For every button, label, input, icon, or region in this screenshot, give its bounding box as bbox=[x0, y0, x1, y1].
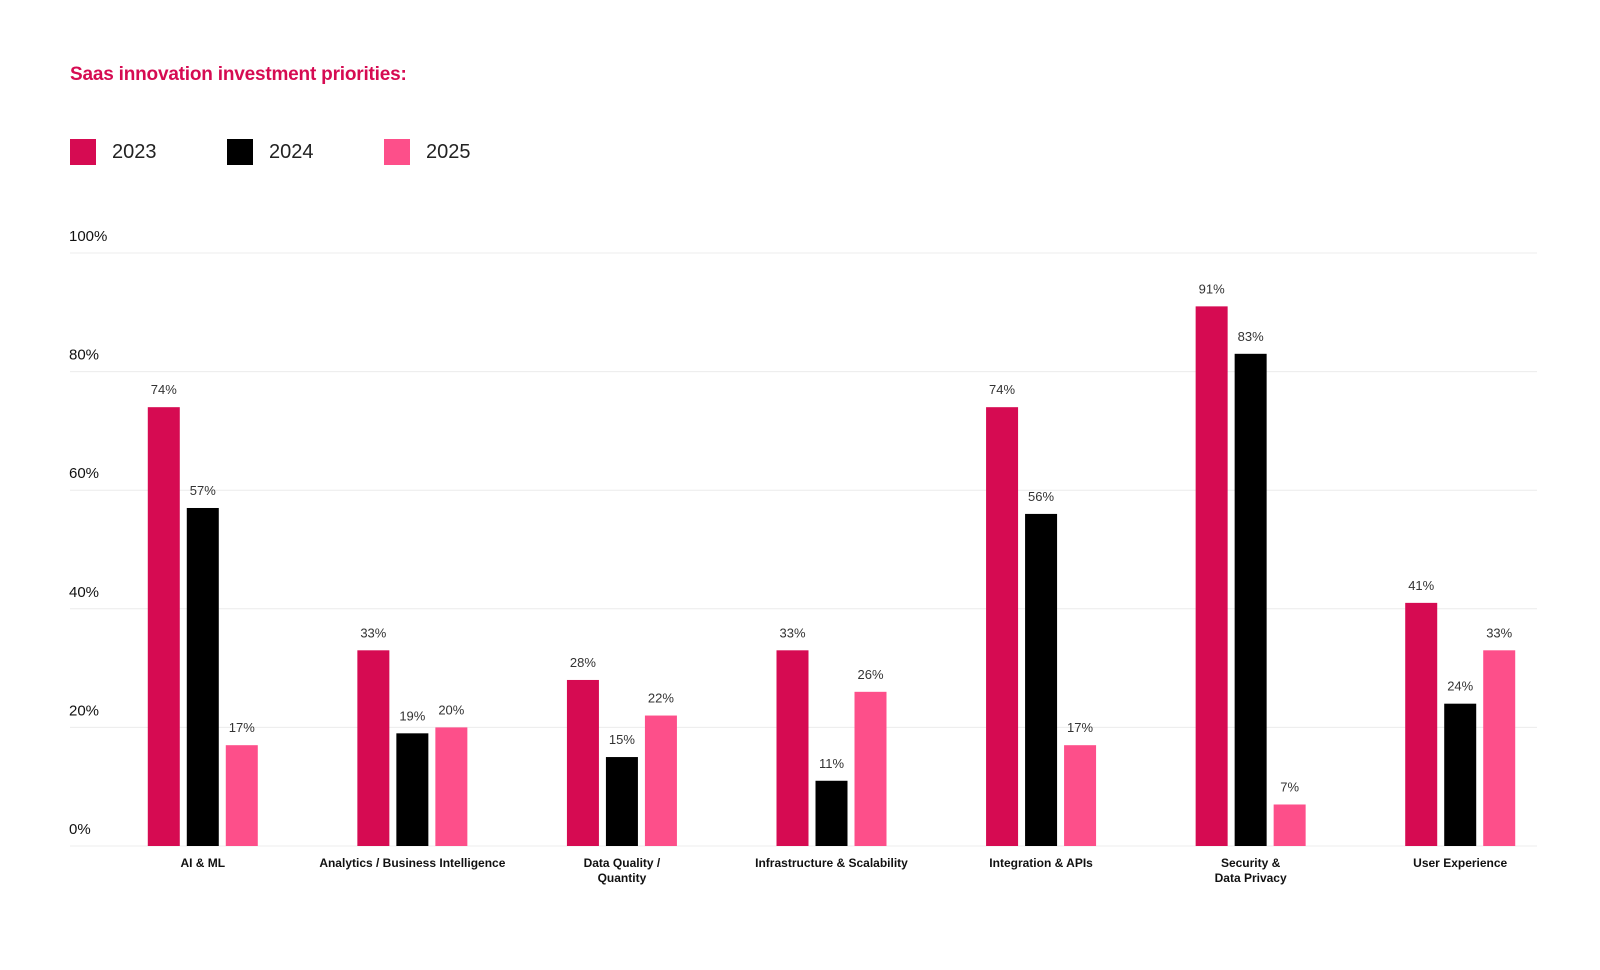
x-category-label: Data Quality / bbox=[584, 856, 661, 870]
bar bbox=[1483, 650, 1516, 846]
bar bbox=[986, 407, 1019, 846]
value-label: 83% bbox=[1238, 329, 1264, 344]
legend-swatch-2023 bbox=[70, 139, 96, 165]
value-label: 56% bbox=[1028, 489, 1054, 504]
legend-swatch-2025 bbox=[384, 139, 410, 165]
bar bbox=[1234, 353, 1267, 846]
bar bbox=[566, 679, 599, 846]
bar bbox=[854, 691, 887, 846]
bar bbox=[776, 650, 809, 846]
bar bbox=[1195, 306, 1228, 846]
legend-label-2024: 2024 bbox=[269, 141, 314, 163]
value-label: 33% bbox=[779, 625, 805, 640]
value-label: 17% bbox=[1067, 720, 1093, 735]
bar bbox=[1273, 804, 1306, 846]
x-category-label: Infrastructure & Scalability bbox=[755, 856, 908, 870]
value-label: 74% bbox=[151, 382, 177, 397]
bar bbox=[605, 757, 638, 846]
bar bbox=[1405, 602, 1438, 846]
value-label: 11% bbox=[819, 756, 844, 771]
value-label: 7% bbox=[1280, 779, 1299, 794]
y-tick-label: 80% bbox=[69, 347, 99, 364]
value-label: 33% bbox=[1486, 625, 1512, 640]
y-tick-label: 0% bbox=[69, 821, 91, 838]
value-label: 20% bbox=[438, 702, 464, 717]
x-category-label: Integration & APIs bbox=[989, 856, 1093, 870]
value-label: 28% bbox=[570, 655, 596, 670]
legend-label-2023: 2023 bbox=[112, 141, 157, 163]
value-label: 26% bbox=[857, 667, 883, 682]
bar bbox=[357, 650, 390, 846]
y-tick-label: 60% bbox=[69, 465, 99, 482]
value-label: 91% bbox=[1199, 281, 1225, 296]
value-label: 22% bbox=[648, 691, 674, 706]
x-category-label: Analytics / Business Intelligence bbox=[319, 856, 505, 870]
value-label: 17% bbox=[229, 720, 255, 735]
x-category-label: Data Privacy bbox=[1215, 871, 1287, 885]
x-category-label: Security & bbox=[1221, 856, 1281, 870]
bar bbox=[815, 780, 848, 846]
value-label: 33% bbox=[360, 625, 386, 640]
y-tick-label: 20% bbox=[69, 702, 99, 719]
bar bbox=[396, 733, 429, 846]
bar bbox=[147, 407, 180, 846]
bar bbox=[435, 727, 468, 846]
value-label: 57% bbox=[190, 483, 216, 498]
value-label: 19% bbox=[399, 708, 425, 723]
y-tick-label: 40% bbox=[69, 584, 99, 601]
value-label: 74% bbox=[989, 382, 1015, 397]
bar bbox=[1444, 703, 1477, 846]
bar bbox=[186, 507, 219, 846]
bar bbox=[1025, 513, 1058, 846]
x-category-label: AI & ML bbox=[180, 856, 225, 870]
bar bbox=[644, 715, 677, 846]
bar bbox=[225, 745, 258, 846]
legend-label-2025: 2025 bbox=[426, 141, 471, 163]
bar bbox=[1064, 745, 1097, 846]
x-category-label: Quantity bbox=[598, 871, 647, 885]
chart-title: Saas innovation investment priorities: bbox=[70, 64, 407, 85]
x-category-label: User Experience bbox=[1413, 856, 1507, 870]
y-tick-label: 100% bbox=[69, 228, 107, 245]
value-label: 41% bbox=[1408, 578, 1434, 593]
legend-swatch-2024 bbox=[227, 139, 253, 165]
value-label: 24% bbox=[1447, 679, 1473, 694]
value-label: 15% bbox=[609, 732, 635, 747]
